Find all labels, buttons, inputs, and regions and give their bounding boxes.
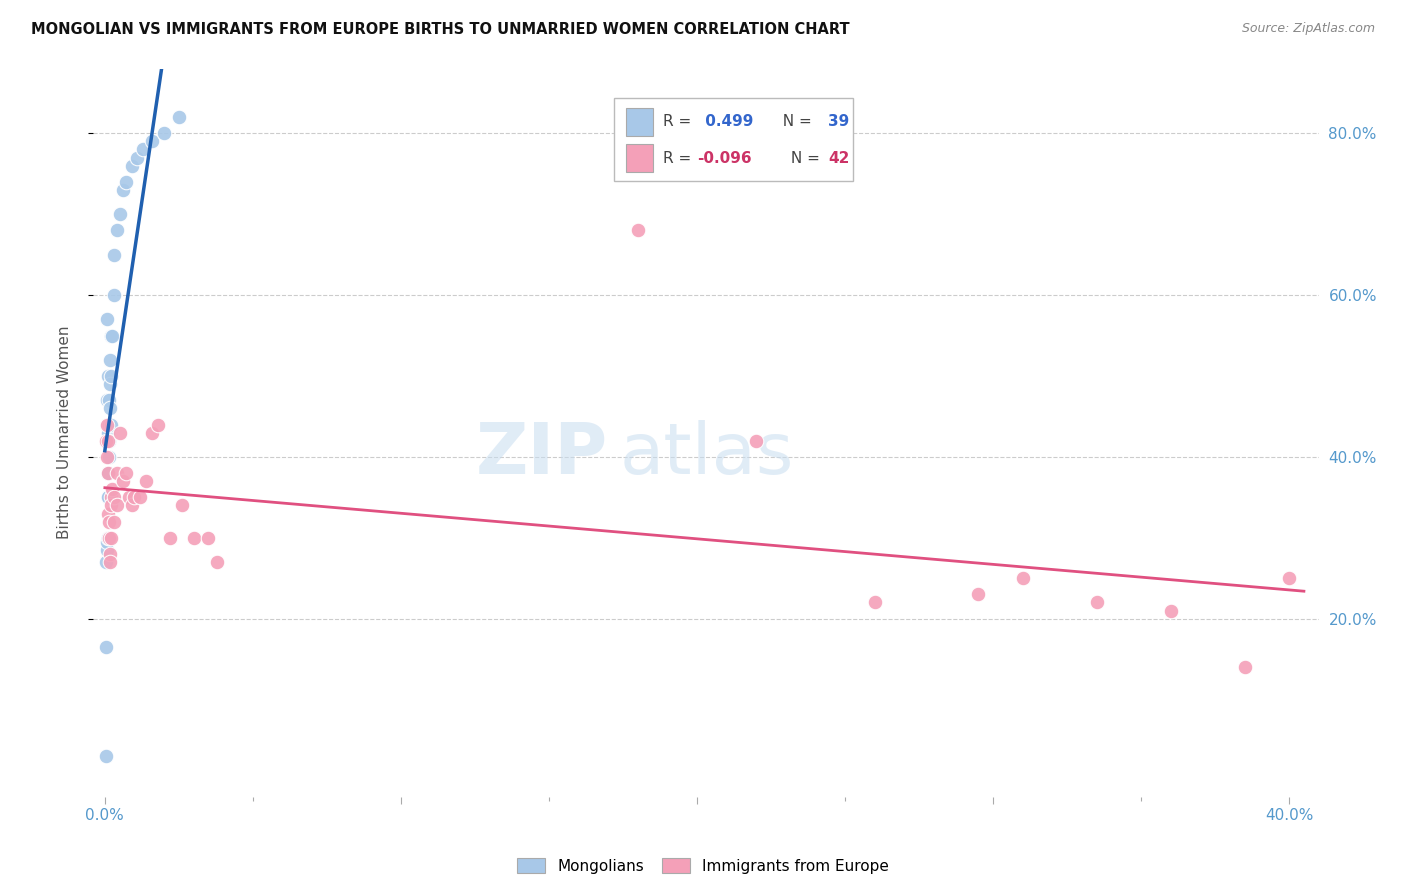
Point xyxy=(96,417,118,432)
Text: 0.499: 0.499 xyxy=(700,114,754,129)
Point xyxy=(96,417,118,432)
Point xyxy=(105,499,128,513)
Point xyxy=(97,507,120,521)
Point xyxy=(100,417,122,432)
Point xyxy=(111,474,134,488)
Point xyxy=(98,417,121,432)
Point xyxy=(96,555,118,569)
Y-axis label: Births to Unmarried Women: Births to Unmarried Women xyxy=(58,326,72,540)
Point xyxy=(98,352,121,367)
Point xyxy=(132,143,155,157)
Point xyxy=(1160,604,1182,618)
Point xyxy=(97,466,120,480)
Point xyxy=(103,515,125,529)
Point xyxy=(100,499,122,513)
Point xyxy=(97,466,120,480)
Point xyxy=(1233,660,1256,674)
Point xyxy=(1278,571,1301,585)
Point xyxy=(146,417,169,432)
Point xyxy=(108,425,131,440)
Point xyxy=(117,491,139,505)
FancyBboxPatch shape xyxy=(626,145,654,172)
Point xyxy=(863,595,886,609)
Text: ZIP: ZIP xyxy=(475,420,607,489)
Point xyxy=(114,466,136,480)
Point xyxy=(94,640,117,654)
Point xyxy=(97,450,120,464)
Point xyxy=(141,425,163,440)
Point xyxy=(97,425,120,440)
Point xyxy=(127,151,149,165)
Point xyxy=(967,587,990,601)
Text: atlas: atlas xyxy=(620,420,794,489)
Text: R =: R = xyxy=(664,151,696,166)
Point xyxy=(153,126,176,140)
Point xyxy=(135,474,157,488)
Text: 42: 42 xyxy=(828,151,849,166)
Point xyxy=(94,749,117,764)
Point xyxy=(159,531,181,545)
Point xyxy=(97,466,120,480)
Point xyxy=(97,434,120,448)
Point xyxy=(627,223,650,237)
Point xyxy=(97,531,120,545)
Point xyxy=(98,547,121,561)
Point xyxy=(121,159,143,173)
Point xyxy=(100,368,122,383)
Point xyxy=(183,531,205,545)
Point xyxy=(97,515,120,529)
Point xyxy=(105,223,128,237)
Point xyxy=(97,491,120,505)
Point xyxy=(96,312,118,326)
Point xyxy=(207,555,229,569)
Point xyxy=(170,499,193,513)
Point xyxy=(100,531,122,545)
Point xyxy=(96,368,118,383)
FancyBboxPatch shape xyxy=(626,108,654,136)
Text: N =: N = xyxy=(786,151,824,166)
Point xyxy=(100,328,122,343)
Point xyxy=(124,491,146,505)
Point xyxy=(197,531,219,545)
FancyBboxPatch shape xyxy=(614,97,853,181)
Point xyxy=(100,491,122,505)
Point xyxy=(96,534,118,549)
Point xyxy=(167,110,190,124)
Point xyxy=(1011,571,1033,585)
Point xyxy=(121,499,143,513)
Point xyxy=(103,491,125,505)
Legend: Mongolians, Immigrants from Europe: Mongolians, Immigrants from Europe xyxy=(512,852,894,880)
Point xyxy=(94,434,117,448)
Point xyxy=(105,466,128,480)
Point xyxy=(96,450,118,464)
Point xyxy=(108,207,131,221)
Text: MONGOLIAN VS IMMIGRANTS FROM EUROPE BIRTHS TO UNMARRIED WOMEN CORRELATION CHART: MONGOLIAN VS IMMIGRANTS FROM EUROPE BIRT… xyxy=(31,22,849,37)
Text: -0.096: -0.096 xyxy=(697,151,752,166)
Point xyxy=(97,417,120,432)
Point xyxy=(97,491,120,505)
Point xyxy=(114,175,136,189)
Point xyxy=(98,531,121,545)
Point xyxy=(101,482,124,496)
Text: R =: R = xyxy=(664,114,696,129)
Point xyxy=(129,491,152,505)
Point xyxy=(96,393,118,408)
Point xyxy=(101,328,124,343)
Point xyxy=(98,555,121,569)
Point xyxy=(111,183,134,197)
Point xyxy=(141,134,163,148)
Text: Source: ZipAtlas.com: Source: ZipAtlas.com xyxy=(1241,22,1375,36)
Text: N =: N = xyxy=(773,114,817,129)
Point xyxy=(98,434,121,448)
Point xyxy=(98,393,121,408)
Text: 39: 39 xyxy=(828,114,849,129)
Point xyxy=(103,247,125,261)
Point xyxy=(1085,595,1108,609)
Point xyxy=(103,288,125,302)
Point xyxy=(745,434,768,448)
Point xyxy=(98,401,121,416)
Point xyxy=(98,377,121,392)
Point xyxy=(96,542,118,557)
